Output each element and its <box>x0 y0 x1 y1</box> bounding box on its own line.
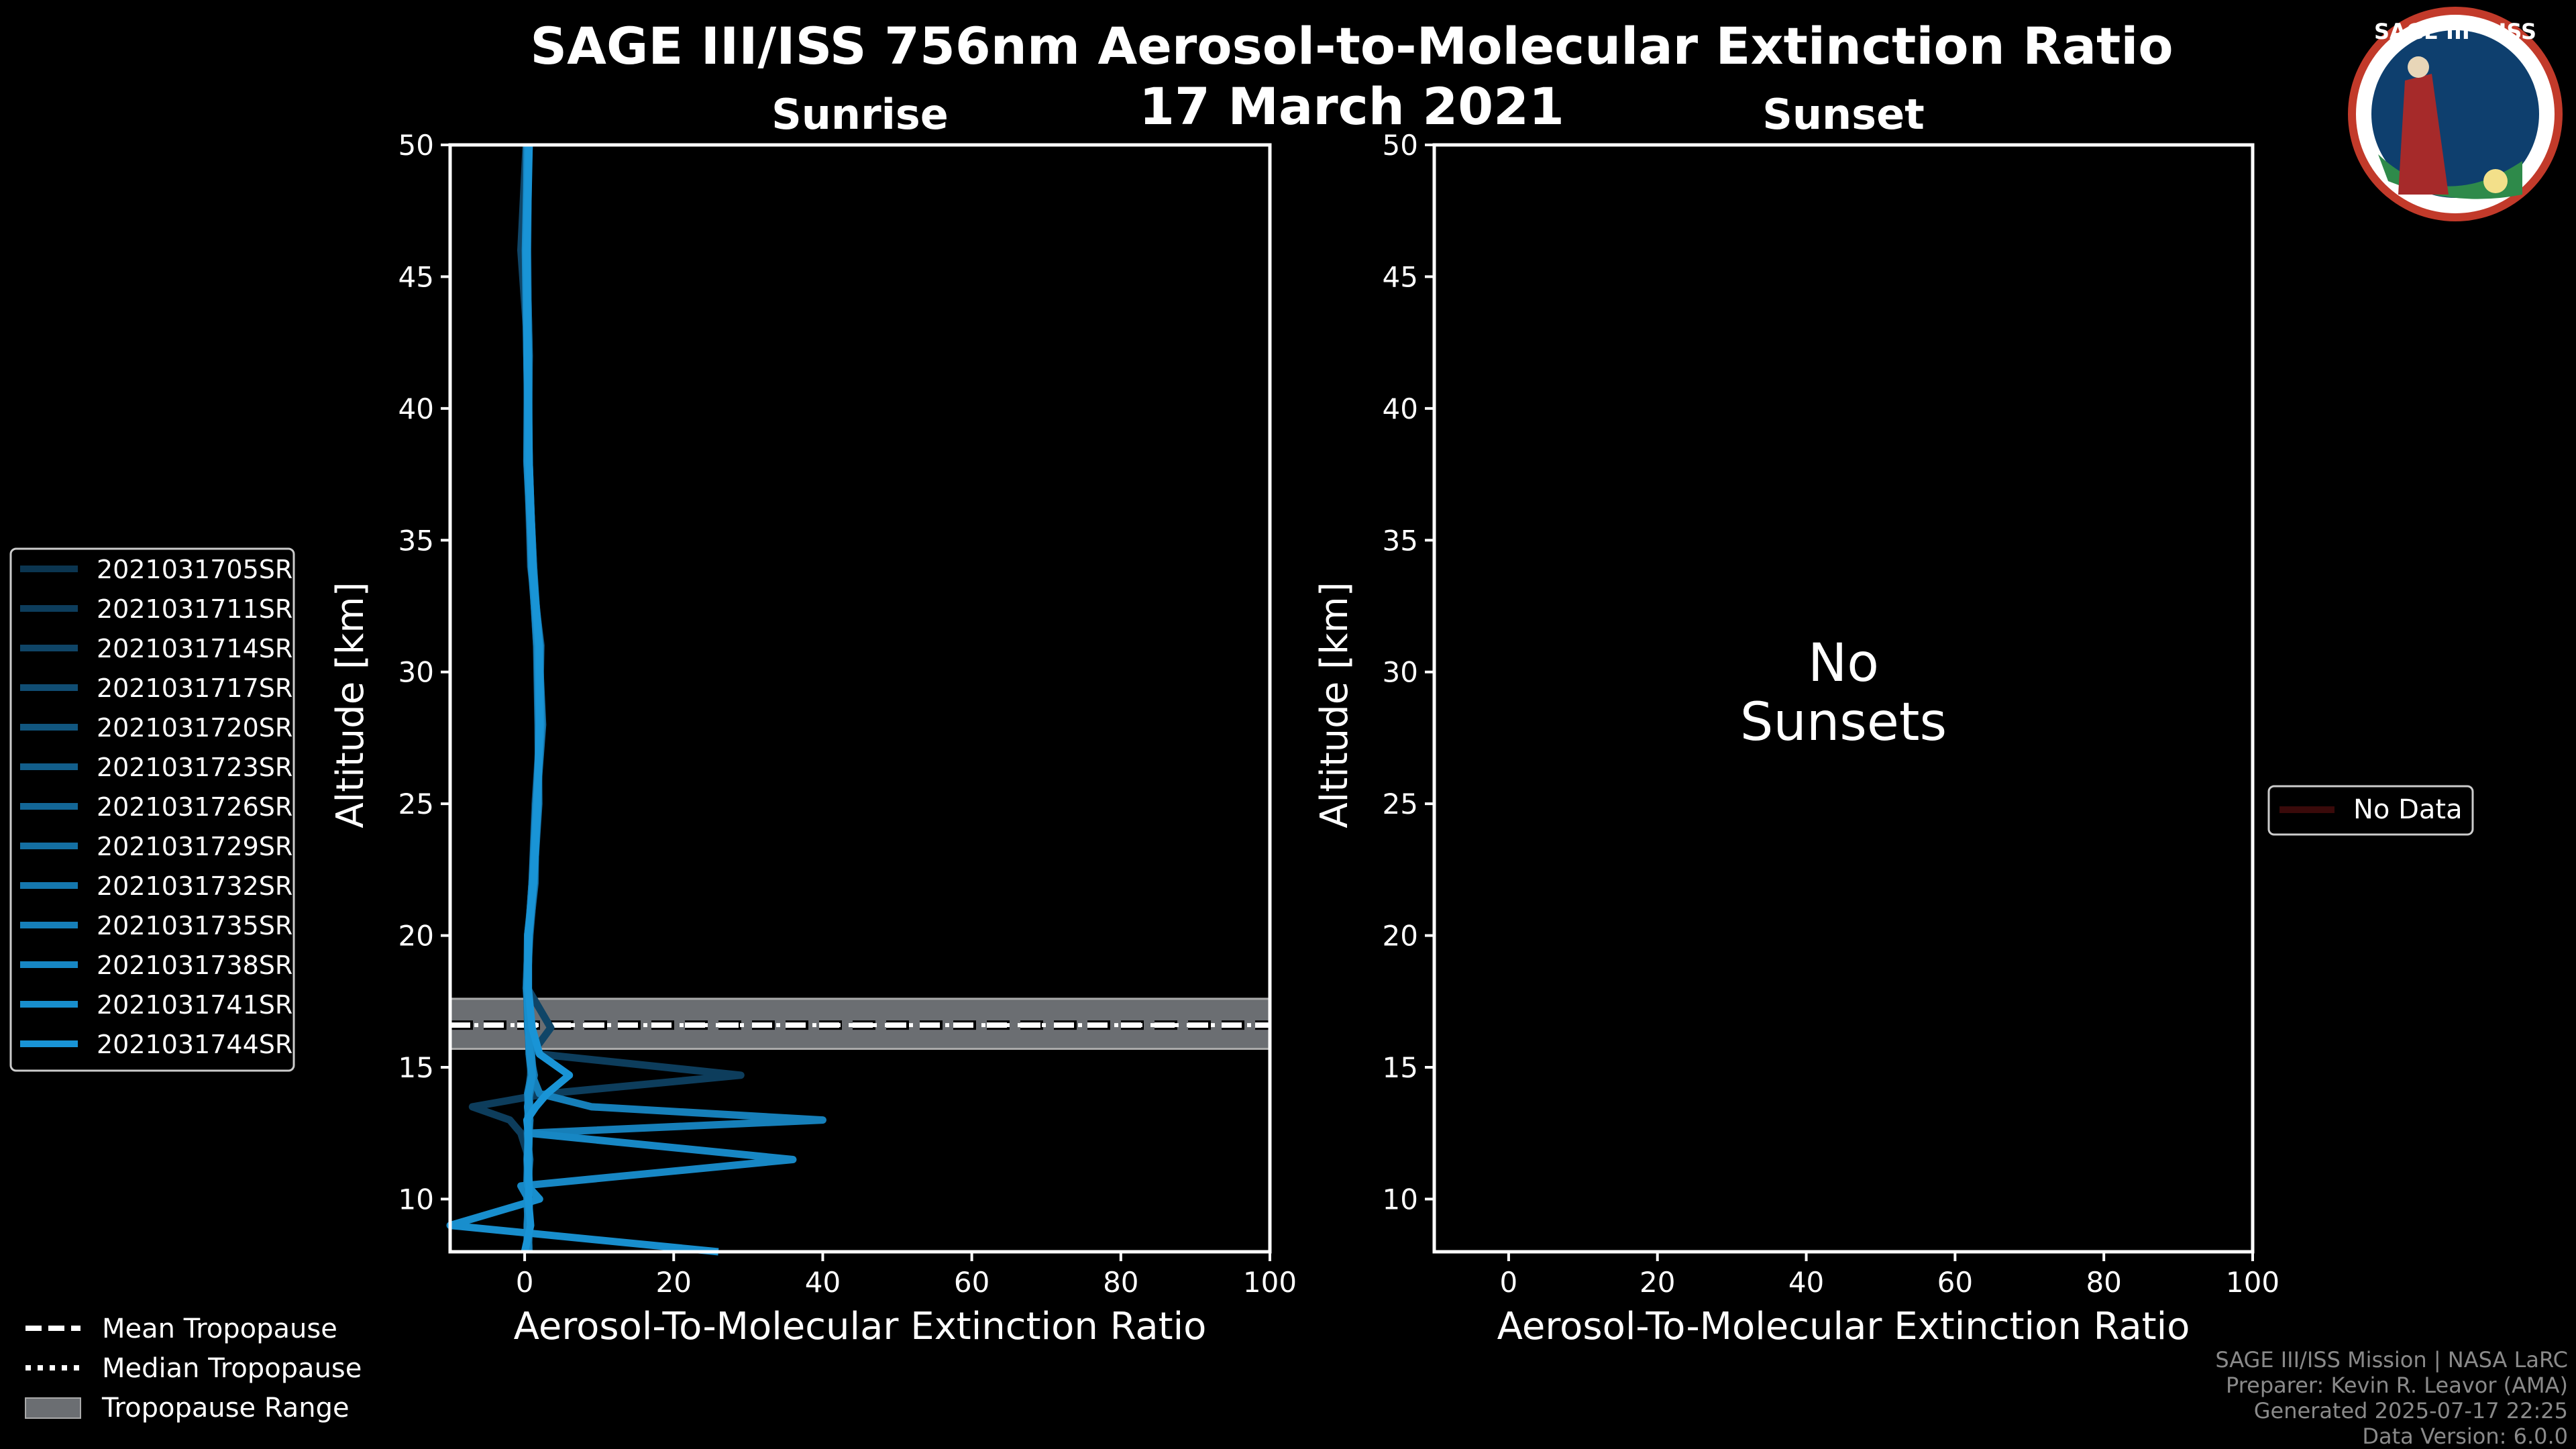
x-tick-label: 0 <box>1500 1266 1518 1299</box>
y-tick-label: 35 <box>1383 524 1418 557</box>
sunset-legend-frame <box>2267 785 2474 836</box>
no-data-label: No Data <box>2353 794 2463 825</box>
credit-generated: Generated 2025-07-17 22:25 <box>2254 1398 2568 1424</box>
profile-legend: 2021031705SR 2021031711SR 2021031714SR 2021… <box>9 547 295 1072</box>
tropopause-range-label: Tropopause Range <box>101 1393 350 1424</box>
plot-area <box>450 145 1270 1252</box>
mean-tropopause-label: Mean Tropopause <box>102 1313 337 1344</box>
legend-label: 2021031726SR <box>97 792 292 822</box>
panel-title: Sunset <box>1762 90 1925 139</box>
x-axis-label: Aerosol-To-Molecular Extinction Ratio <box>1497 1305 2190 1348</box>
y-tick-label: 20 <box>1383 920 1418 953</box>
x-tick-label: 60 <box>1937 1266 1973 1299</box>
axes-frame <box>448 143 1272 1254</box>
y-tick-label: 10 <box>398 1183 434 1216</box>
legend-label: 2021031705SR <box>97 555 292 584</box>
figure-title: SAGE III/ISS 756nm Aerosol-to-Molecular … <box>530 16 2173 76</box>
sunset-axes: Sunset 0 20 40 60 80 100 10 15 20 25 30 35 40 45 50 Aero… <box>1313 90 2474 1348</box>
no-sunsets-annotation: No <box>1808 633 1879 694</box>
legend-frame <box>9 547 295 1072</box>
x-tick-label: 20 <box>1640 1266 1675 1299</box>
logo-text: SAGE III • ISS <box>2374 19 2536 44</box>
legend-label: 2021031732SR <box>97 871 292 901</box>
legend-label: 2021031723SR <box>97 753 292 782</box>
legend-label: 2021031738SR <box>97 951 292 980</box>
y-tick-label: 25 <box>1383 788 1418 820</box>
y-tick-label: 15 <box>1383 1051 1418 1084</box>
y-axis-label: Altitude [km] <box>1313 582 1356 828</box>
profile-line-2021031744SR <box>521 144 574 1253</box>
y-tick-label: 45 <box>398 260 434 293</box>
x-tick-label: 40 <box>805 1266 841 1299</box>
no-sunsets-annotation: Sunsets <box>1740 692 1947 753</box>
x-tick-label: 80 <box>2086 1266 2121 1299</box>
credits: SAGE III/ISS Mission | NASA LaRC Prepare… <box>2215 1347 2568 1449</box>
sunrise-axes: Sunrise 0 20 40 60 80 100 10 15 20 25 30 35 40 45 50 Aer… <box>329 90 1297 1348</box>
median-tropopause-label: Median Tropopause <box>102 1353 362 1384</box>
tropopause-legend: Mean Tropopause Median Tropopause Tropop… <box>25 1313 362 1424</box>
y-tick-label: 40 <box>1383 392 1418 425</box>
y-tick-label: 30 <box>1383 656 1418 689</box>
legend-label: 2021031720SR <box>97 713 292 743</box>
legend-label: 2021031744SR <box>97 1030 292 1059</box>
y-tick-label: 10 <box>1383 1183 1418 1216</box>
y-tick-label: 40 <box>398 392 434 425</box>
legend-label: 2021031741SR <box>97 990 292 1020</box>
x-tick-label: 100 <box>1243 1266 1297 1299</box>
x-tick-label: 100 <box>2226 1266 2279 1299</box>
y-tick-label: 50 <box>398 129 434 162</box>
tropopause-range-swatch <box>25 1397 81 1419</box>
y-tick-label: 45 <box>1383 260 1418 293</box>
x-tick-label: 40 <box>1788 1266 1824 1299</box>
y-tick-label: 25 <box>398 788 434 820</box>
x-tick-label: 60 <box>954 1266 989 1299</box>
y-tick-label: 20 <box>398 920 434 953</box>
legend-label: 2021031717SR <box>97 674 292 703</box>
panel-title: Sunrise <box>771 90 949 139</box>
axes-frame <box>1432 143 2255 1254</box>
credit-preparer: Preparer: Kevin R. Leavor (AMA) <box>2226 1373 2568 1398</box>
x-axis-label: Aerosol-To-Molecular Extinction Ratio <box>514 1305 1207 1348</box>
figure-date: 17 March 2021 <box>1139 76 1564 136</box>
y-tick-label: 35 <box>398 524 434 557</box>
legend-label: 2021031714SR <box>97 634 292 663</box>
credit-mission: SAGE III/ISS Mission | NASA LaRC <box>2215 1347 2568 1373</box>
sunset-legend: No Data <box>2267 785 2474 836</box>
x-tick-label: 80 <box>1103 1266 1138 1299</box>
y-tick-label: 50 <box>1383 129 1418 162</box>
plot-area <box>1434 145 2253 1252</box>
y-tick-label: 15 <box>398 1051 434 1084</box>
sage-iii-iss-logo: SAGE III • ISS <box>2348 7 2563 221</box>
credit-version: Data Version: 6.0.0 <box>2362 1424 2568 1449</box>
legend-label: 2021031729SR <box>97 832 292 861</box>
y-axis-label: Altitude [km] <box>329 582 372 828</box>
legend-label: 2021031711SR <box>97 594 292 624</box>
x-tick-label: 20 <box>656 1266 692 1299</box>
y-tick-label: 30 <box>398 656 434 689</box>
legend-label: 2021031735SR <box>97 911 292 941</box>
x-tick-label: 0 <box>516 1266 534 1299</box>
